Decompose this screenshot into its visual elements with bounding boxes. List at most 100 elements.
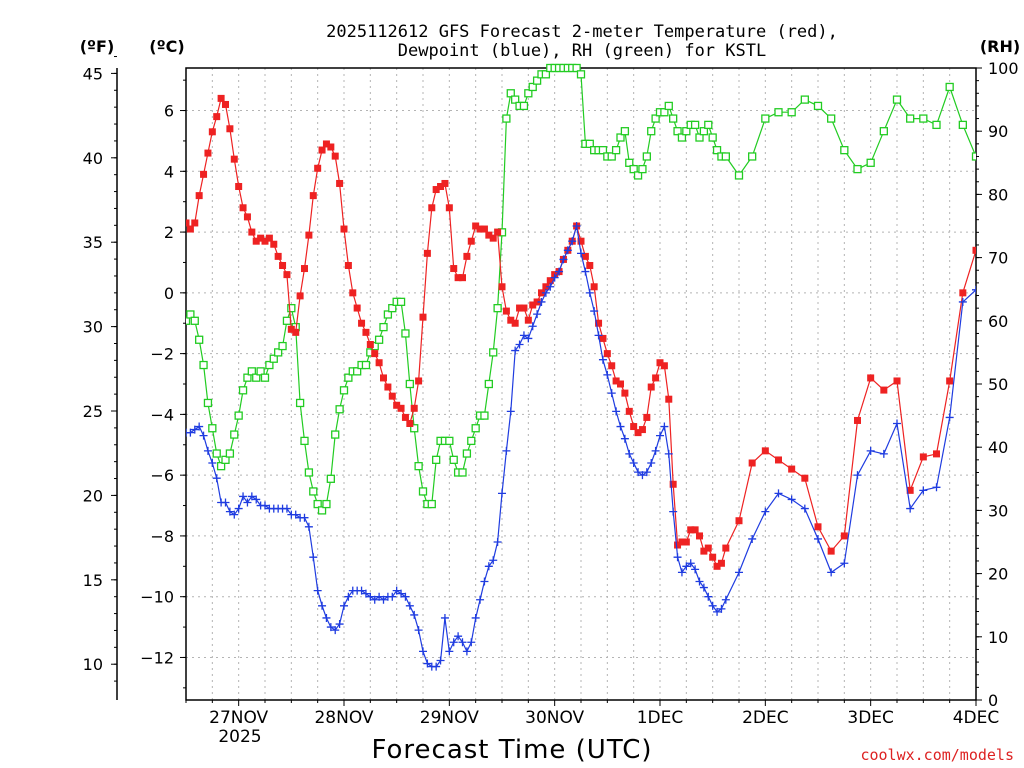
- dewpoint-point: [555, 267, 564, 276]
- rh-point: [879, 127, 888, 136]
- dewpoint-point: [458, 638, 467, 647]
- rh-point: [309, 487, 318, 496]
- chart-title-line2: Dewpoint (blue), RH (green) for KSTL: [398, 41, 766, 61]
- date-label: 29NOV: [420, 708, 479, 728]
- dewpoint-point: [375, 592, 384, 601]
- temperature-point: [494, 228, 502, 236]
- temperature-point: [331, 152, 339, 160]
- temperature-point: [652, 374, 660, 382]
- rh-point: [638, 164, 647, 174]
- dewpoint-point: [221, 498, 230, 507]
- dewpoint-point: [616, 422, 625, 431]
- dewpoint-point: [410, 610, 419, 619]
- temperature-point: [524, 316, 532, 324]
- rh-tick-label: 30: [988, 501, 1008, 520]
- dewpoint-point: [853, 471, 862, 480]
- x-axis-title: Forecast Time (UTC): [371, 735, 652, 765]
- rh-point: [524, 89, 533, 98]
- temperature-point: [538, 289, 545, 297]
- temperature-point: [709, 553, 717, 561]
- rh-point: [304, 468, 314, 477]
- rh-point: [625, 158, 634, 167]
- temperature-point: [279, 262, 287, 269]
- dewpoint-point: [419, 647, 427, 656]
- temperature-point: [586, 262, 594, 269]
- rh-point: [677, 133, 687, 142]
- rh-point: [322, 499, 331, 509]
- rh-point: [699, 127, 709, 136]
- dewpoint-point: [598, 355, 607, 364]
- temperature-point: [423, 249, 431, 257]
- temperature-point: [415, 377, 423, 385]
- series-group: [186, 63, 976, 671]
- dewpoint-point: [414, 626, 423, 635]
- rh-point: [958, 120, 967, 130]
- dewpoint-line: [186, 225, 976, 668]
- rh-point: [519, 101, 529, 111]
- temperature-point: [419, 313, 427, 321]
- dewpoint-point: [234, 504, 243, 513]
- temperature-point: [384, 383, 392, 391]
- rh-point: [410, 424, 419, 433]
- rh-point: [669, 114, 678, 123]
- dewpoint-point: [405, 601, 414, 610]
- rh-point: [532, 76, 542, 85]
- rh-point: [199, 360, 208, 370]
- dewpoint-point: [476, 595, 485, 604]
- rh-point: [212, 449, 221, 458]
- rh-point: [195, 335, 204, 344]
- temperature-point: [476, 225, 484, 233]
- rh-point: [629, 164, 638, 174]
- temperature-point: [638, 426, 646, 434]
- dewpoint-point: [331, 626, 340, 635]
- dewpoint-point: [704, 592, 713, 601]
- rh-point: [462, 449, 472, 458]
- rh-point: [484, 379, 493, 389]
- temperature-point: [248, 228, 256, 236]
- rh-point: [401, 329, 410, 338]
- dewpoint-point: [462, 647, 471, 656]
- dewpoint-point: [634, 468, 643, 477]
- dewpoint-point: [919, 486, 928, 495]
- rh-point: [396, 297, 406, 306]
- temperature-point: [213, 113, 221, 121]
- dewpoint-point: [572, 222, 581, 230]
- chart-title-line1: 2025112612 GFS Forecast 2-meter Temperat…: [326, 22, 838, 42]
- temperature-point: [577, 237, 585, 245]
- temperature-point: [252, 237, 260, 245]
- temperature-point: [906, 486, 914, 494]
- temperature-point: [687, 526, 695, 534]
- temperature-point: [761, 447, 769, 455]
- rh-point: [317, 506, 327, 515]
- temperature-point: [775, 456, 782, 464]
- dewpoint-point: [322, 613, 331, 622]
- rh-point: [221, 455, 230, 464]
- rh-point: [361, 360, 371, 370]
- rh-point: [230, 430, 239, 439]
- rh-point: [405, 379, 414, 389]
- rh-point: [528, 82, 537, 92]
- temperature-point: [735, 517, 743, 525]
- dewpoint-point: [642, 468, 651, 477]
- dewpoint-point: [388, 592, 397, 601]
- fahrenheit-tick-label: 30: [83, 318, 103, 337]
- dewpoint-point: [958, 297, 967, 306]
- celsius-tick-label: −10: [140, 588, 174, 607]
- rh-point: [418, 487, 428, 496]
- temperature-point: [314, 164, 322, 172]
- dewpoint-point: [656, 431, 664, 440]
- dewpoint-point: [893, 419, 901, 428]
- dewpoint-point: [340, 601, 348, 610]
- rh-tick-label: 20: [988, 565, 1008, 584]
- rh-point: [186, 310, 195, 319]
- temperature-point: [625, 407, 633, 415]
- dewpoint-point: [651, 446, 660, 455]
- temperature-point: [612, 377, 620, 385]
- temperature-point: [283, 271, 291, 279]
- dewpoint-point: [647, 459, 656, 467]
- dewpoint-point: [190, 425, 199, 434]
- temperature-point: [919, 453, 927, 461]
- temperature-point: [801, 474, 809, 482]
- rh-point: [344, 373, 353, 382]
